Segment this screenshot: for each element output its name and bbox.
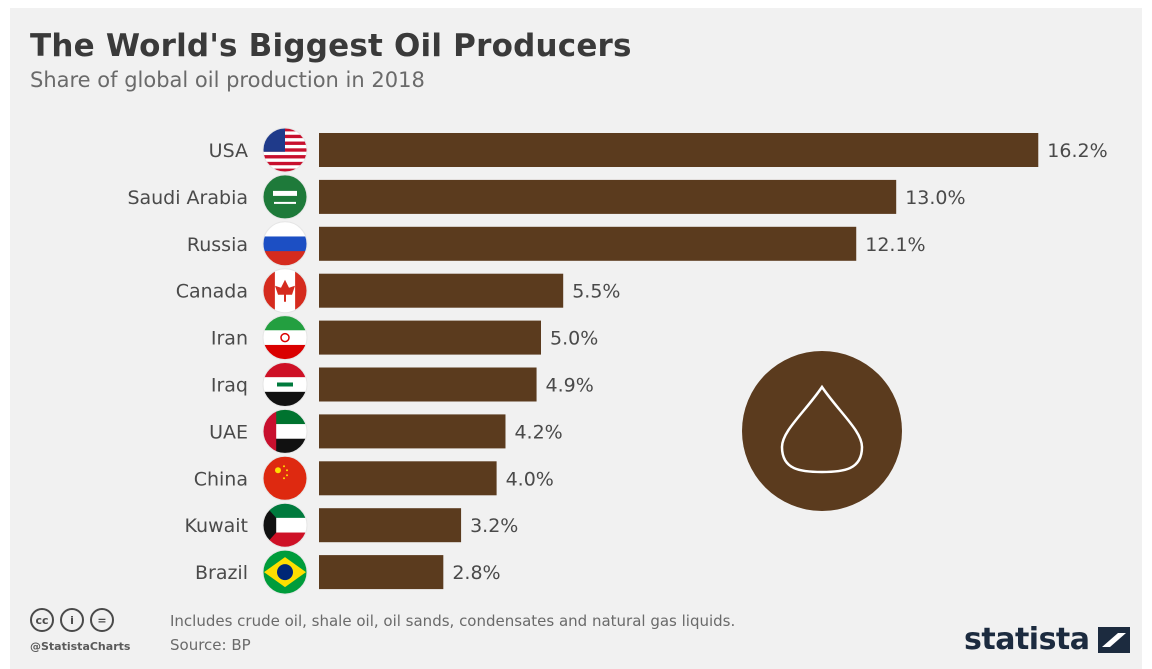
value-label: 4.2% [514,421,562,443]
russia-flag-icon [262,221,308,267]
usa-flag-icon [262,127,308,173]
logo-text: statista [964,622,1090,657]
statista-mark-icon [1097,626,1130,653]
category-label: Iran [211,328,248,350]
cc-icon: cc [30,608,54,632]
category-label: UAE [209,421,248,443]
iran-flag-icon [262,315,308,361]
bar[interactable] [319,414,506,449]
canada-flag-icon [262,268,308,314]
source-note: Source: BP [170,636,251,654]
iraq-flag-icon [262,362,308,407]
bar[interactable] [319,179,897,214]
license-icons: cc i = [30,608,114,632]
statista-logo[interactable]: statista [964,622,1130,657]
kuwait-flag-icon [262,502,308,548]
china-flag-icon [262,455,308,501]
footnote: Includes crude oil, shale oil, oil sands… [170,612,736,630]
attribution-icon: i [60,608,84,632]
bars-group: USA 16.2% Saudi Arabia 13.0% Russia 12.1% Cana… [127,133,1108,590]
bar[interactable] [319,461,497,496]
chart-title: The World's Biggest Oil Producers [30,28,632,64]
value-label: 13.0% [905,187,965,209]
category-label: Brazil [195,562,248,584]
category-label: China [194,468,248,490]
category-label: USA [209,140,248,162]
value-label: 5.0% [550,328,598,350]
category-label: Canada [176,281,248,303]
value-label: 5.5% [572,281,620,303]
chart-subtitle: Share of global oil production in 2018 [30,68,425,92]
bar[interactable] [319,320,541,355]
chart-card [10,8,1142,669]
value-label: 12.1% [865,234,925,256]
brazil-flag-icon [262,549,308,595]
value-label: 4.0% [506,468,554,490]
uae-flag-icon [262,408,308,454]
category-label: Iraq [211,375,248,397]
category-label: Saudi Arabia [127,187,248,209]
bar[interactable] [319,226,857,261]
bar[interactable] [319,273,564,308]
twitter-handle[interactable]: @StatistaCharts [30,640,131,653]
value-label: 2.8% [452,562,500,584]
flags-group [262,127,308,595]
saudi-arabia-flag-icon [262,174,308,220]
bar[interactable] [319,508,462,543]
category-label: Russia [187,234,248,256]
value-label: 4.9% [546,375,594,397]
no-derivatives-icon: = [90,608,114,632]
oil-drop-icon [742,351,902,511]
value-label: 3.2% [470,515,518,537]
bar[interactable] [319,133,1039,167]
bar[interactable] [319,555,444,590]
category-label: Kuwait [185,515,248,537]
bar[interactable] [319,367,537,402]
value-label: 16.2% [1047,140,1107,162]
